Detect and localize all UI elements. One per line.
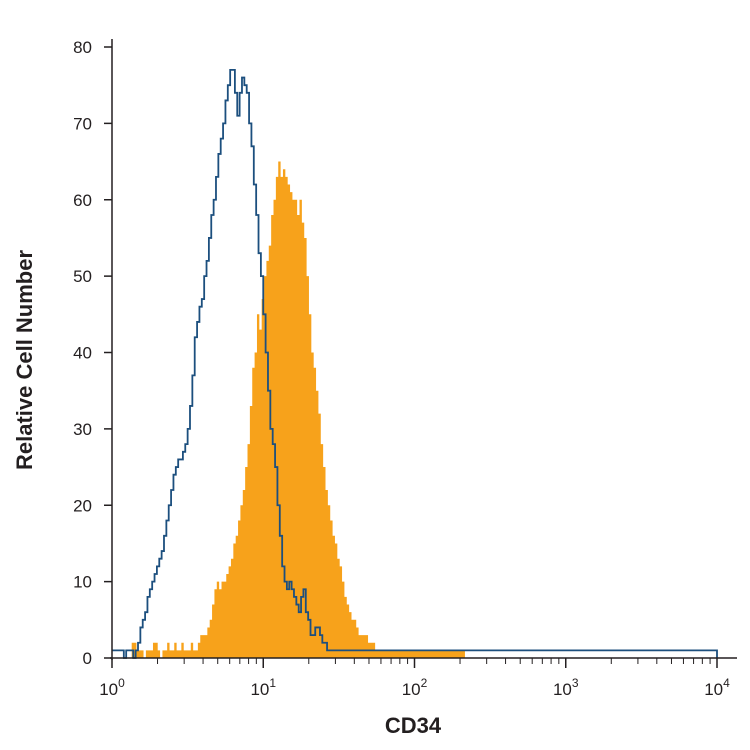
y-tick-label: 50	[73, 267, 92, 286]
y-tick-label: 30	[73, 420, 92, 439]
axes: 0 10 20 30 40 50 60 70 80 100 101 102 103 104	[73, 38, 737, 699]
x-ticks: 100 101 102 103 104	[99, 658, 730, 699]
y-ticks: 0 10 20 30 40 50 60 70 80	[73, 38, 112, 668]
x-tick-label: 101	[250, 676, 276, 699]
y-tick-label: 80	[73, 38, 92, 57]
histogram-outline-series	[112, 69, 718, 659]
plot-area	[112, 69, 718, 659]
y-tick-label: 60	[73, 191, 92, 210]
y-tick-label: 20	[73, 496, 92, 515]
x-tick-label: 103	[553, 676, 579, 699]
y-tick-label: 70	[73, 114, 92, 133]
x-tick-label: 104	[704, 676, 730, 699]
y-tick-label: 10	[73, 573, 92, 592]
y-tick-label: 0	[83, 649, 92, 668]
x-axis-title: CD34	[385, 713, 442, 738]
y-axis-title: Relative Cell Number	[12, 250, 37, 471]
histogram-filled-series	[131, 161, 473, 658]
x-tick-label: 100	[99, 676, 125, 699]
y-tick-label: 40	[73, 344, 92, 363]
x-tick-label: 102	[402, 676, 428, 699]
